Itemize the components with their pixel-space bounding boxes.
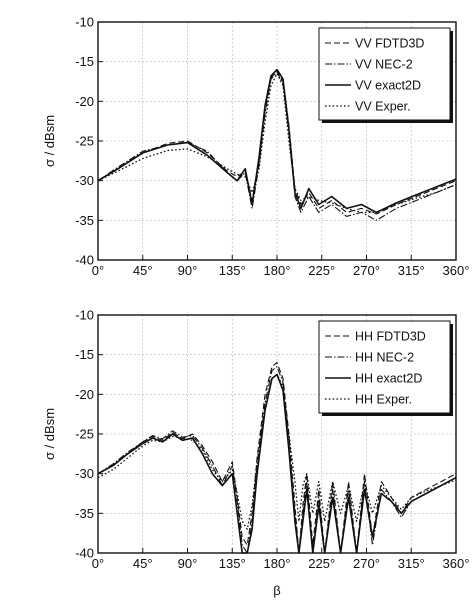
- legend-label-2: HH NEC-2: [355, 351, 414, 365]
- legend-label-4: VV Exper.: [355, 100, 411, 114]
- x-tick-label: 360°: [443, 263, 470, 278]
- legend: HH FDTD3D HH NEC-2 HH exact2D HH Exper.: [318, 320, 453, 416]
- y-tick-label: -35: [75, 213, 94, 228]
- series-line-1: [97, 362, 457, 554]
- x-tick-label: 270°: [353, 263, 380, 278]
- y-tick-label: -40: [75, 253, 94, 268]
- y-tick-label: -10: [75, 308, 94, 323]
- x-tick-label: 315°: [398, 556, 425, 571]
- chart-panel-2: 0° 45° 90° 135° 180° 225° 270° 315° 360° -10 -15 -2…: [42, 308, 469, 599]
- legend-box: [318, 27, 451, 121]
- x-tick-label: 180°: [264, 556, 291, 571]
- x-tick-label: 135°: [219, 263, 246, 278]
- legend-label-3: HH exact2D: [355, 372, 422, 386]
- x-tick-label: 360°: [443, 556, 470, 571]
- legend-label-2: VV NEC-2: [355, 58, 413, 72]
- series-line-2: [97, 71, 457, 221]
- y-tick-label: -30: [75, 466, 94, 481]
- y-tick-label: -40: [75, 546, 94, 561]
- x-tick-label: 0°: [92, 556, 104, 571]
- y-tick-label: -15: [75, 347, 94, 362]
- x-tick-label: 180°: [264, 263, 291, 278]
- legend-label-3: VV exact2D: [355, 79, 421, 93]
- y-tick-label: -15: [75, 54, 94, 69]
- x-tick-label: 270°: [353, 556, 380, 571]
- series-line-3: [97, 373, 457, 554]
- chart-panel-1: 0° 45° 90° 135° 180° 225° 270° 315° 360° -10 -15 -2…: [42, 15, 469, 279]
- series-line-4: [97, 72, 457, 214]
- y-axis-title: σ / dBsm: [42, 408, 57, 460]
- series-line-3: [97, 68, 457, 214]
- x-tick-label: 45°: [133, 263, 153, 278]
- y-tick-label: -30: [75, 173, 94, 188]
- x-tick-label: 225°: [308, 263, 335, 278]
- y-tick-label: -25: [75, 427, 94, 442]
- y-tick-label: -10: [75, 15, 94, 30]
- y-tick-label: -35: [75, 506, 94, 521]
- legend: VV FDTD3D VV NEC-2 VV exact2D VV Exper.: [318, 27, 453, 123]
- series-line-2: [97, 366, 457, 554]
- x-tick-label: 315°: [398, 263, 425, 278]
- x-tick-label: 225°: [308, 556, 335, 571]
- x-tick-label: 90°: [178, 556, 198, 571]
- y-axis-title: σ / dBsm: [42, 115, 57, 167]
- legend-label-4: HH Exper.: [355, 393, 412, 407]
- legend-box: [318, 320, 451, 414]
- y-tick-label: -25: [75, 134, 94, 149]
- y-tick-label: -20: [75, 387, 94, 402]
- x-axis-title: β: [273, 583, 280, 598]
- x-tick-label: 135°: [219, 556, 246, 571]
- x-tick-label: 45°: [133, 556, 153, 571]
- legend-label-1: VV FDTD3D: [355, 37, 424, 51]
- x-tick-label: 0°: [92, 263, 104, 278]
- x-tick-label: 90°: [178, 263, 198, 278]
- y-tick-label: -20: [75, 94, 94, 109]
- legend-label-1: HH FDTD3D: [355, 330, 426, 344]
